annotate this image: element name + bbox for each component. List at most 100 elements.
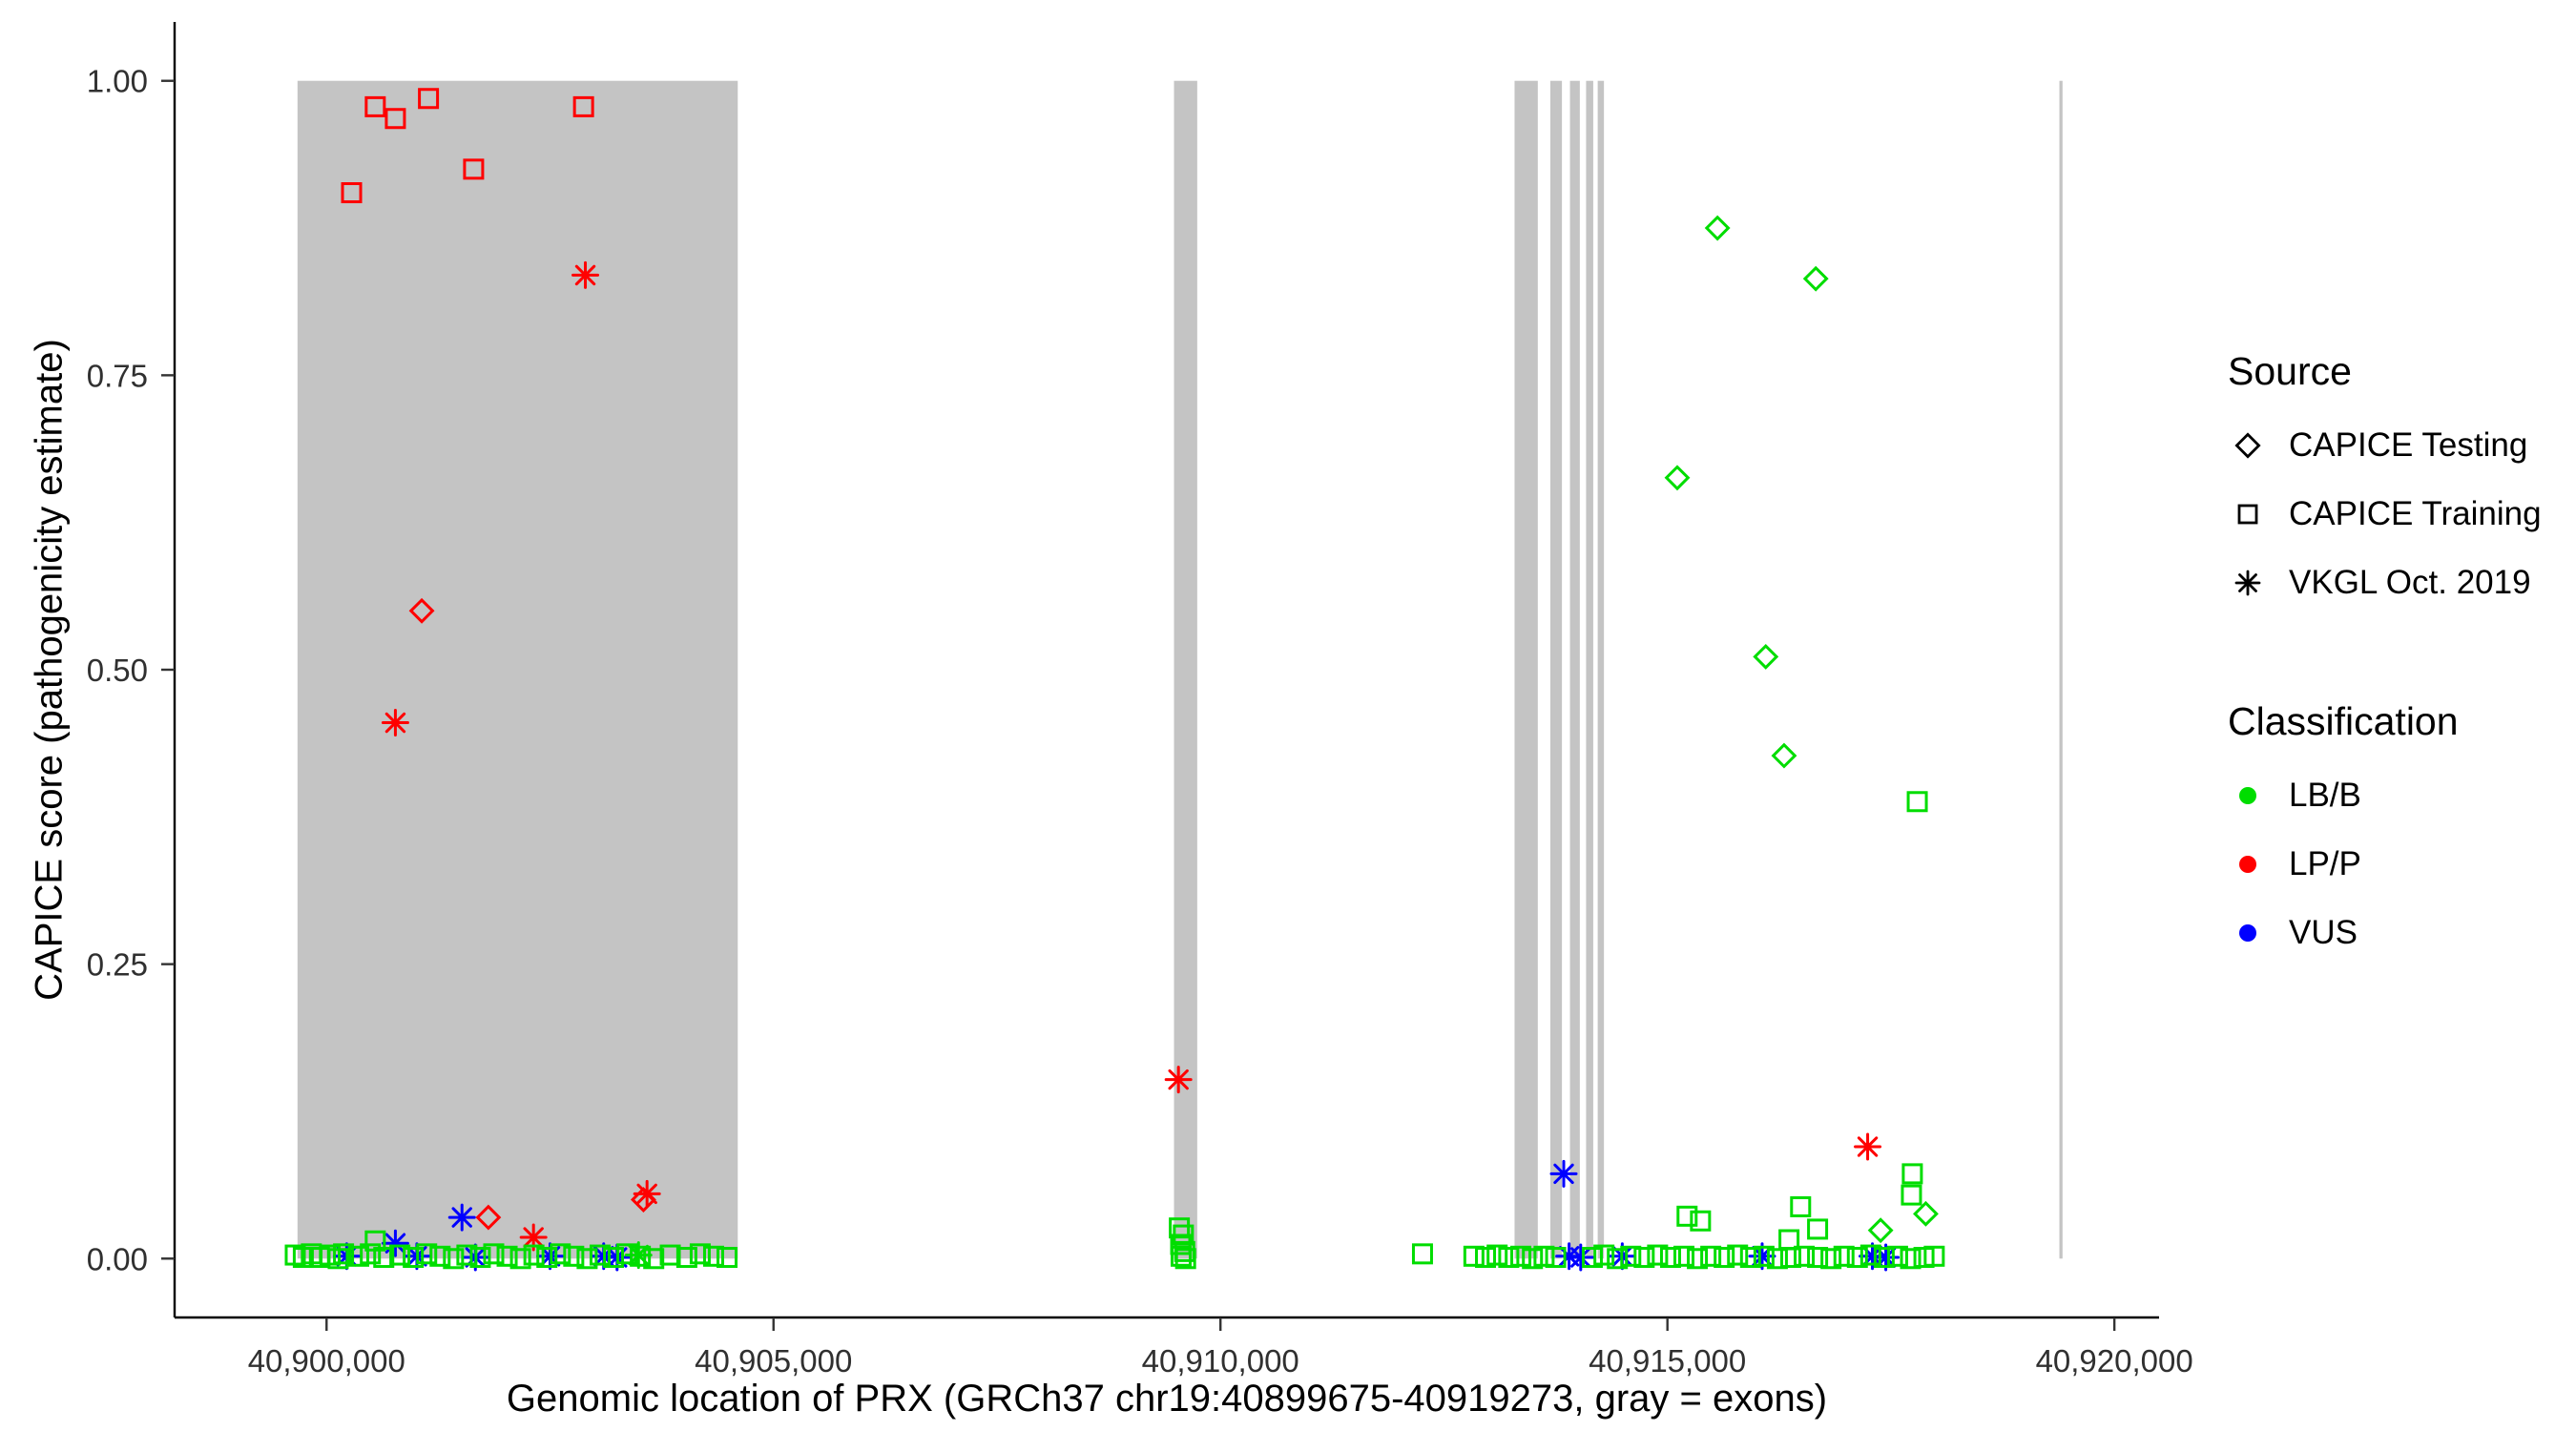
- x-tick-label: 40,915,000: [1589, 1343, 1746, 1379]
- data-point-diamond: [1867, 1217, 1894, 1244]
- data-point-square: [1659, 1247, 1681, 1269]
- data-point-square: [1690, 1210, 1712, 1232]
- data-point-square: [1873, 1247, 1895, 1269]
- data-point-square: [1593, 1244, 1615, 1266]
- y-tick-label: 0.00: [87, 1241, 148, 1276]
- x-tick-label: 40,905,000: [695, 1343, 852, 1379]
- y-tick-label: 1.00: [87, 64, 148, 99]
- data-point-asterisk: [381, 1229, 409, 1257]
- legend-label: LB/B: [2289, 777, 2361, 814]
- x-tick-label: 40,900,000: [248, 1343, 405, 1379]
- green-dot-icon: [2239, 787, 2256, 804]
- square-icon: [2228, 496, 2268, 532]
- data-point-square: [348, 1245, 370, 1267]
- data-point-square: [1676, 1205, 1698, 1227]
- data-point-diamond: [1664, 465, 1691, 491]
- data-point-square: [1498, 1247, 1520, 1269]
- data-point-square: [1846, 1247, 1868, 1269]
- data-point-square: [1633, 1247, 1655, 1269]
- red-dot-icon: [2239, 856, 2256, 873]
- legend-item-capice-testing: CAPICE Testing: [2228, 411, 2542, 480]
- legend-classification-title: Classification: [2228, 699, 2459, 743]
- data-point-square: [589, 1244, 611, 1266]
- data-point-square: [1581, 1247, 1603, 1269]
- data-point-diamond: [1771, 742, 1797, 769]
- data-point-square: [536, 1247, 558, 1269]
- data-point-square: [1486, 1244, 1508, 1266]
- data-point-square: [1794, 1245, 1816, 1267]
- exon-region: [2059, 80, 2063, 1259]
- data-point-square: [1727, 1244, 1749, 1266]
- data-point-diamond: [1753, 643, 1779, 670]
- data-point-square: [443, 1248, 465, 1270]
- data-point-square: [1169, 1217, 1191, 1239]
- data-point-square: [1807, 1247, 1829, 1269]
- diamond-icon: [2228, 427, 2268, 464]
- data-point-asterisk: [1567, 1243, 1595, 1272]
- data-point-asterisk: [1549, 1159, 1578, 1188]
- data-point-square: [659, 1244, 681, 1266]
- data-point-diamond: [475, 1204, 502, 1231]
- data-point-square: [1766, 1248, 1788, 1270]
- data-point-asterisk: [1854, 1132, 1882, 1161]
- data-point-diamond: [1913, 1200, 1939, 1227]
- data-point-square: [1545, 1247, 1567, 1269]
- data-point-square: [1673, 1245, 1695, 1267]
- y-tick-label: 0.75: [87, 358, 148, 393]
- data-point-square: [702, 1245, 724, 1267]
- data-point-square: [1510, 1245, 1532, 1267]
- data-point-square: [576, 1248, 598, 1270]
- y-tick-label: 0.25: [87, 947, 148, 983]
- data-point-square: [1463, 1245, 1485, 1267]
- data-point-square: [1833, 1245, 1855, 1267]
- data-point-square: [327, 1248, 349, 1270]
- data-point-asterisk: [1859, 1242, 1887, 1271]
- data-point-square: [1170, 1234, 1192, 1255]
- data-point-asterisk: [447, 1203, 476, 1232]
- data-point-square: [333, 1243, 355, 1265]
- data-point-square: [1859, 1244, 1881, 1266]
- data-point-square: [616, 1243, 638, 1265]
- data-point-asterisk: [571, 260, 600, 289]
- data-point-square: [483, 1243, 505, 1265]
- data-point-diamond: [1704, 215, 1731, 241]
- legend-item-vus: VUS: [2228, 899, 2542, 967]
- data-point-square: [1714, 1247, 1735, 1269]
- data-point-square: [496, 1245, 518, 1267]
- data-point-square: [1886, 1245, 1908, 1267]
- data-point-square: [717, 1247, 738, 1269]
- data-point-square: [1687, 1248, 1709, 1270]
- exon-region: [1174, 80, 1197, 1259]
- data-point-square: [456, 1244, 478, 1266]
- x-tick-label: 40,920,000: [2036, 1343, 2193, 1379]
- legend-section-gap: [2228, 617, 2542, 699]
- data-point-square: [675, 1247, 697, 1269]
- legend-item-lpp: LP/P: [2228, 830, 2542, 899]
- x-tick-label: 40,910,000: [1142, 1343, 1299, 1379]
- data-point-asterisk: [519, 1223, 548, 1252]
- legend-label: VKGL Oct. 2019: [2289, 564, 2531, 601]
- data-point-square: [689, 1243, 711, 1265]
- data-point-square: [1620, 1245, 1642, 1267]
- exon-region: [1569, 80, 1580, 1259]
- data-point-square: [1475, 1247, 1497, 1269]
- data-point-diamond: [630, 1187, 656, 1213]
- data-point-square: [563, 1245, 585, 1267]
- data-point-square: [523, 1244, 545, 1266]
- data-point-square: [1739, 1247, 1761, 1269]
- data-point-square: [469, 1247, 491, 1269]
- data-point-square: [1522, 1248, 1544, 1270]
- data-point-square: [1807, 1218, 1829, 1240]
- data-point-square: [1790, 1195, 1812, 1217]
- legend-label: CAPICE Training: [2289, 495, 2542, 532]
- exon-region: [1514, 80, 1538, 1259]
- data-point-square: [1700, 1245, 1722, 1267]
- data-point-square: [603, 1247, 625, 1269]
- data-point-diamond: [408, 597, 435, 624]
- data-point-square: [1607, 1248, 1629, 1270]
- data-point-square: [1900, 1248, 1922, 1270]
- data-point-square: [403, 1247, 425, 1269]
- data-point-square: [360, 1243, 382, 1265]
- data-point-square: [384, 108, 406, 130]
